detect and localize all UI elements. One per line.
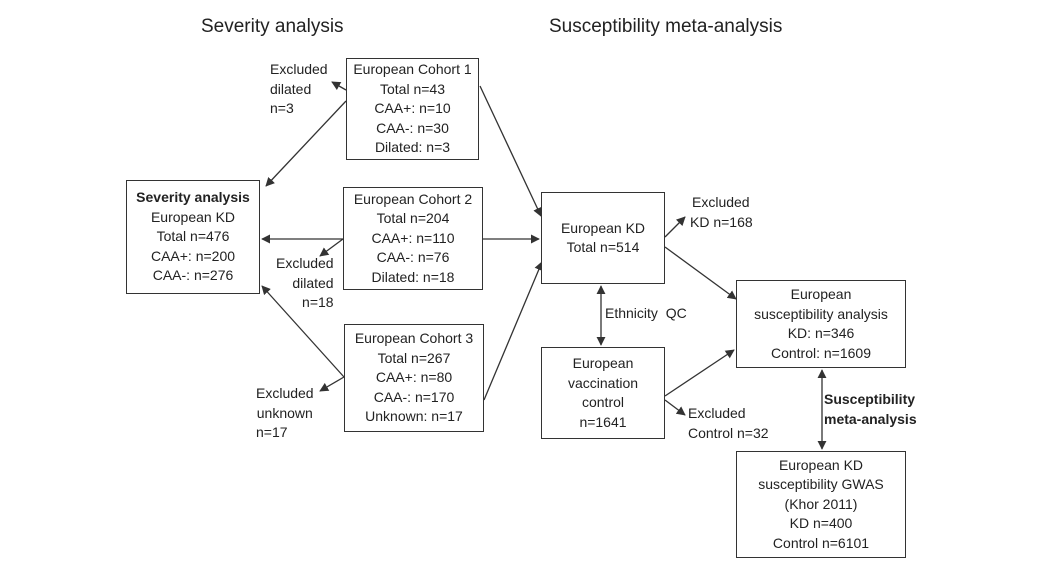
box-line: European Cohort 3 [354,330,474,347]
box-line: Total n=476 [156,228,230,245]
box-line: CAA+: n=80 [375,369,453,386]
box-line: CAA+: n=110 [371,229,455,246]
label-line: dilated [270,80,312,97]
label-line: Excluded [256,385,314,401]
box-line: Total n=514 [566,239,640,255]
label-susceptibility-meta-analysis: Susceptibility meta-analysis [824,390,917,429]
arrow-vaccination-to-susceptibility [664,349,735,397]
box-line: CAA-: n=76 [376,249,450,266]
label-line: n=18 [302,294,334,310]
box-line: Dilated: n=3 [374,139,451,156]
arrow-cohort3-to-european-kd [483,261,544,401]
label-line: n=17 [256,424,288,440]
box-european-kd: European KD Total n=514 [541,192,665,284]
box-line: European KD [150,208,236,225]
label-excluded-unknown: Excluded unknown n=17 [256,384,314,443]
box-line: CAA-: n=276 [152,267,234,284]
box-line: CAA+: n=10 [374,100,451,117]
label-excluded-kd: Excluded KD n=168 [690,193,753,232]
label-line: Susceptibility [824,391,916,407]
box-line: Total n=267 [377,349,451,366]
arrow-european-kd-to-susceptibility [664,246,737,300]
box-line: European Cohort 2 [353,190,473,207]
label-line: Excluded [270,61,328,77]
box-line: Dilated: n=18 [371,268,455,285]
arrow-cohort1-to-excluded-dilated [331,81,347,91]
arrow-cohort1-to-severity [265,100,347,187]
box-line: Total n=204 [376,210,450,227]
arrow-european-kd-to-excluded [664,216,686,238]
box-line: European [790,286,852,302]
label-ethnicity-qc: Ethnicity QC [605,305,687,321]
box-title: Severity analysis [136,189,250,206]
box-line: Control: n=1609 [770,344,872,361]
arrow-cohort2-to-excluded-dilated [319,238,344,257]
box-line: CAA-: n=30 [376,119,449,136]
box-line: CAA-: n=170 [373,388,455,405]
box-line: vaccination [567,374,639,391]
label-line: unknown [256,404,313,421]
box-line: KD: n=346 [787,325,855,341]
label-line: dilated [292,274,334,291]
box-line: susceptibility analysis [754,305,888,322]
box-severity-analysis: Severity analysis European KD Total n=47… [126,180,260,294]
box-line: European Cohort 1 [353,61,472,78]
arrow-cohort3-to-severity [261,285,345,378]
box-line: CAA+: n=200 [150,247,236,264]
box-line: Unknown: n=17 [365,408,463,425]
label-line: Excluded [276,255,334,271]
box-line: European [572,355,634,371]
box-line: Control n=6101 [772,534,870,551]
label-line: Excluded [688,405,746,421]
heading-severity-analysis: Severity analysis [201,16,344,37]
box-european-cohort-1: European Cohort 1 Total n=43 CAA+: n=10 … [346,58,479,160]
arrow-cohort3-to-excluded-unknown [319,376,345,392]
box-line: European KD [778,456,864,473]
label-line: Control n=32 [688,424,769,441]
box-european-vaccination-control: European vaccination control n=1641 [541,347,665,439]
label-line: KD n=168 [690,213,753,230]
label-excluded-dilated-cohort2: Excluded dilated n=18 [276,254,334,313]
label-excluded-dilated-cohort1: Excluded dilated n=3 [270,60,328,119]
heading-susceptibility-meta-analysis: Susceptibility meta-analysis [549,16,783,37]
box-line: Total n=43 [380,80,445,97]
label-excluded-control: Excluded Control n=32 [688,404,769,443]
box-european-cohort-2: European Cohort 2 Total n=204 CAA+: n=11… [343,187,483,290]
arrow-cohort1-to-european-kd [479,85,542,217]
box-line: KD n=400 [789,515,853,532]
box-line: (Khor 2011) [784,495,858,512]
box-european-cohort-3: European Cohort 3 Total n=267 CAA+: n=80… [344,324,484,432]
label-line: Excluded [692,194,750,210]
box-european-kd-susceptibility-gwas: European KD susceptibility GWAS (Khor 20… [736,451,906,558]
label-line: n=3 [270,100,294,116]
box-line: n=1641 [579,413,627,430]
box-european-susceptibility-analysis: European susceptibility analysis KD: n=3… [736,280,906,368]
box-line: European KD [560,219,646,236]
arrow-vaccination-to-excluded [664,399,686,416]
label-line: meta-analysis [824,410,917,427]
box-line: susceptibility GWAS [758,476,884,493]
box-line: control [581,394,625,410]
